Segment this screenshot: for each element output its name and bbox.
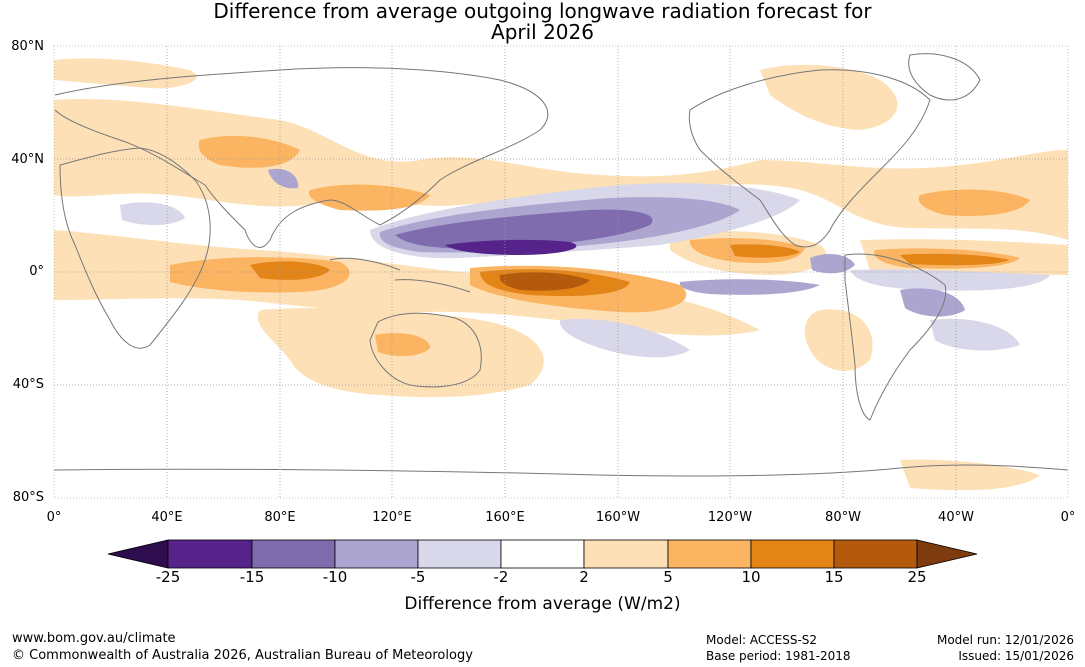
anomaly-atlantic-positive-15	[900, 253, 1010, 266]
anomaly-south-atlantic-positive	[804, 309, 873, 371]
lat-label-40n: 40°N	[11, 152, 44, 167]
colorbar-tick-label: 10	[741, 568, 761, 586]
anomaly-north-atlantic-positive-10	[918, 189, 1030, 217]
colorbar-tick-label: 15	[824, 568, 844, 586]
anomaly-central-america-negative	[810, 254, 855, 274]
anomaly-pacific-negative-10	[395, 209, 653, 249]
lon-label-80e: 80°E	[264, 510, 296, 525]
coast-greenland	[908, 53, 981, 101]
colorbar-tick-label: -10	[322, 568, 348, 586]
anomaly-nh-midlat-positive	[54, 99, 1068, 240]
anomaly-nh-polar-positive	[54, 58, 197, 89]
lon-label-80w: 80°W	[825, 510, 861, 525]
anomaly-indian-ocean-positive-15	[250, 261, 330, 280]
lon-label-0-right: 0°	[1060, 510, 1076, 525]
chart-title-line2: April 2026	[491, 20, 594, 44]
lon-label-160w: 160°W	[595, 510, 641, 525]
lat-label-80s: 80°S	[12, 490, 44, 505]
coastlines	[54, 53, 1068, 477]
colorbar-bin-neg25-neg15	[167, 539, 253, 569]
graticule	[54, 46, 1068, 498]
anomaly-nw-pacific-positive-10	[309, 184, 430, 211]
lat-label-40s: 40°S	[12, 377, 44, 392]
footer-website: www.bom.gov.au/climate	[12, 631, 176, 646]
coast-indonesia	[329, 257, 471, 293]
colorbar-bin-neg15-neg10	[251, 539, 336, 569]
anomaly-south-pacific-negative	[559, 319, 690, 358]
lon-label-120e: 120°E	[372, 510, 412, 525]
anomaly-asia-positive-10	[198, 135, 300, 168]
colorbar-tick-label: -2	[493, 568, 509, 586]
colorbar-bin-15-25	[833, 539, 918, 569]
colorbar-tick-label: -25	[155, 568, 181, 586]
anomaly-east-pacific-positive-15	[730, 244, 800, 258]
colorbar-bin-neg10-neg5	[334, 539, 419, 569]
anomaly-atlantic-negative	[850, 269, 1050, 291]
coast-north-america	[688, 69, 931, 248]
footer-copyright: © Commonwealth of Australia 2026, Austra…	[12, 648, 473, 663]
lat-label-80n: 80°N	[11, 39, 44, 54]
footer-issued: Issued: 15/01/2026	[958, 649, 1074, 663]
coast-antarctica	[54, 464, 1068, 477]
anomaly-south-america-negative	[900, 288, 965, 317]
colorbar	[107, 539, 978, 569]
colorbar-tick-label: 5	[663, 568, 673, 586]
colorbar-bin-neg5-neg2	[417, 539, 502, 569]
anomaly-south-atlantic-negative	[930, 318, 1020, 351]
anomaly-australia-positive-10	[375, 333, 430, 357]
coast-africa-europe	[59, 147, 211, 349]
footer-model: Model: ACCESS-S2	[706, 633, 818, 647]
lon-label-40e: 40°E	[151, 510, 183, 525]
coast-eurasia	[54, 67, 549, 248]
anomaly-east-pacific-negative	[679, 279, 820, 295]
colorbar-bin-neg2-2	[500, 539, 585, 569]
footer-model-run: Model run: 12/01/2026	[936, 633, 1074, 647]
lon-label-120w: 120°W	[707, 510, 753, 525]
colorbar-arrow-low	[107, 539, 169, 569]
anomaly-east-asia-negative	[268, 168, 299, 189]
colorbar-bin-2-5	[583, 539, 669, 569]
colorbar-tick-label: 2	[579, 568, 589, 586]
anomaly-antarctic-positive	[900, 459, 1040, 491]
colorbar-title: Difference from average (W/m2)	[404, 594, 681, 614]
coast-south-america	[844, 253, 947, 421]
chart-title-line1: Difference from average outgoing longwav…	[213, 0, 872, 23]
colorbar-bin-10-15	[750, 539, 835, 569]
lon-label-40w: 40°W	[938, 510, 974, 525]
colorbar-arrow-high	[916, 539, 978, 569]
lon-label-0-left: 0°	[46, 510, 62, 525]
colorbar-tick-label: 25	[907, 568, 927, 586]
footer-base-period: Base period: 1981-2018	[706, 649, 851, 663]
anomaly-pacific-negative-15	[445, 239, 577, 255]
coast-australia	[369, 312, 482, 388]
lat-label-equator: 0°	[29, 264, 44, 279]
anomaly-arctic-positive	[760, 64, 898, 130]
map-frame	[53, 45, 1069, 499]
anomaly-africa-negative	[120, 202, 185, 225]
colorbar-tick-label: -5	[410, 568, 426, 586]
colorbar-bin-5-10	[667, 539, 752, 569]
anomaly-central-pacific-positive-25	[499, 272, 590, 291]
colorbar-tick-label: -15	[239, 568, 265, 586]
lon-label-160e: 160°E	[485, 510, 525, 525]
anomaly-tropical-positive-band	[54, 230, 760, 336]
